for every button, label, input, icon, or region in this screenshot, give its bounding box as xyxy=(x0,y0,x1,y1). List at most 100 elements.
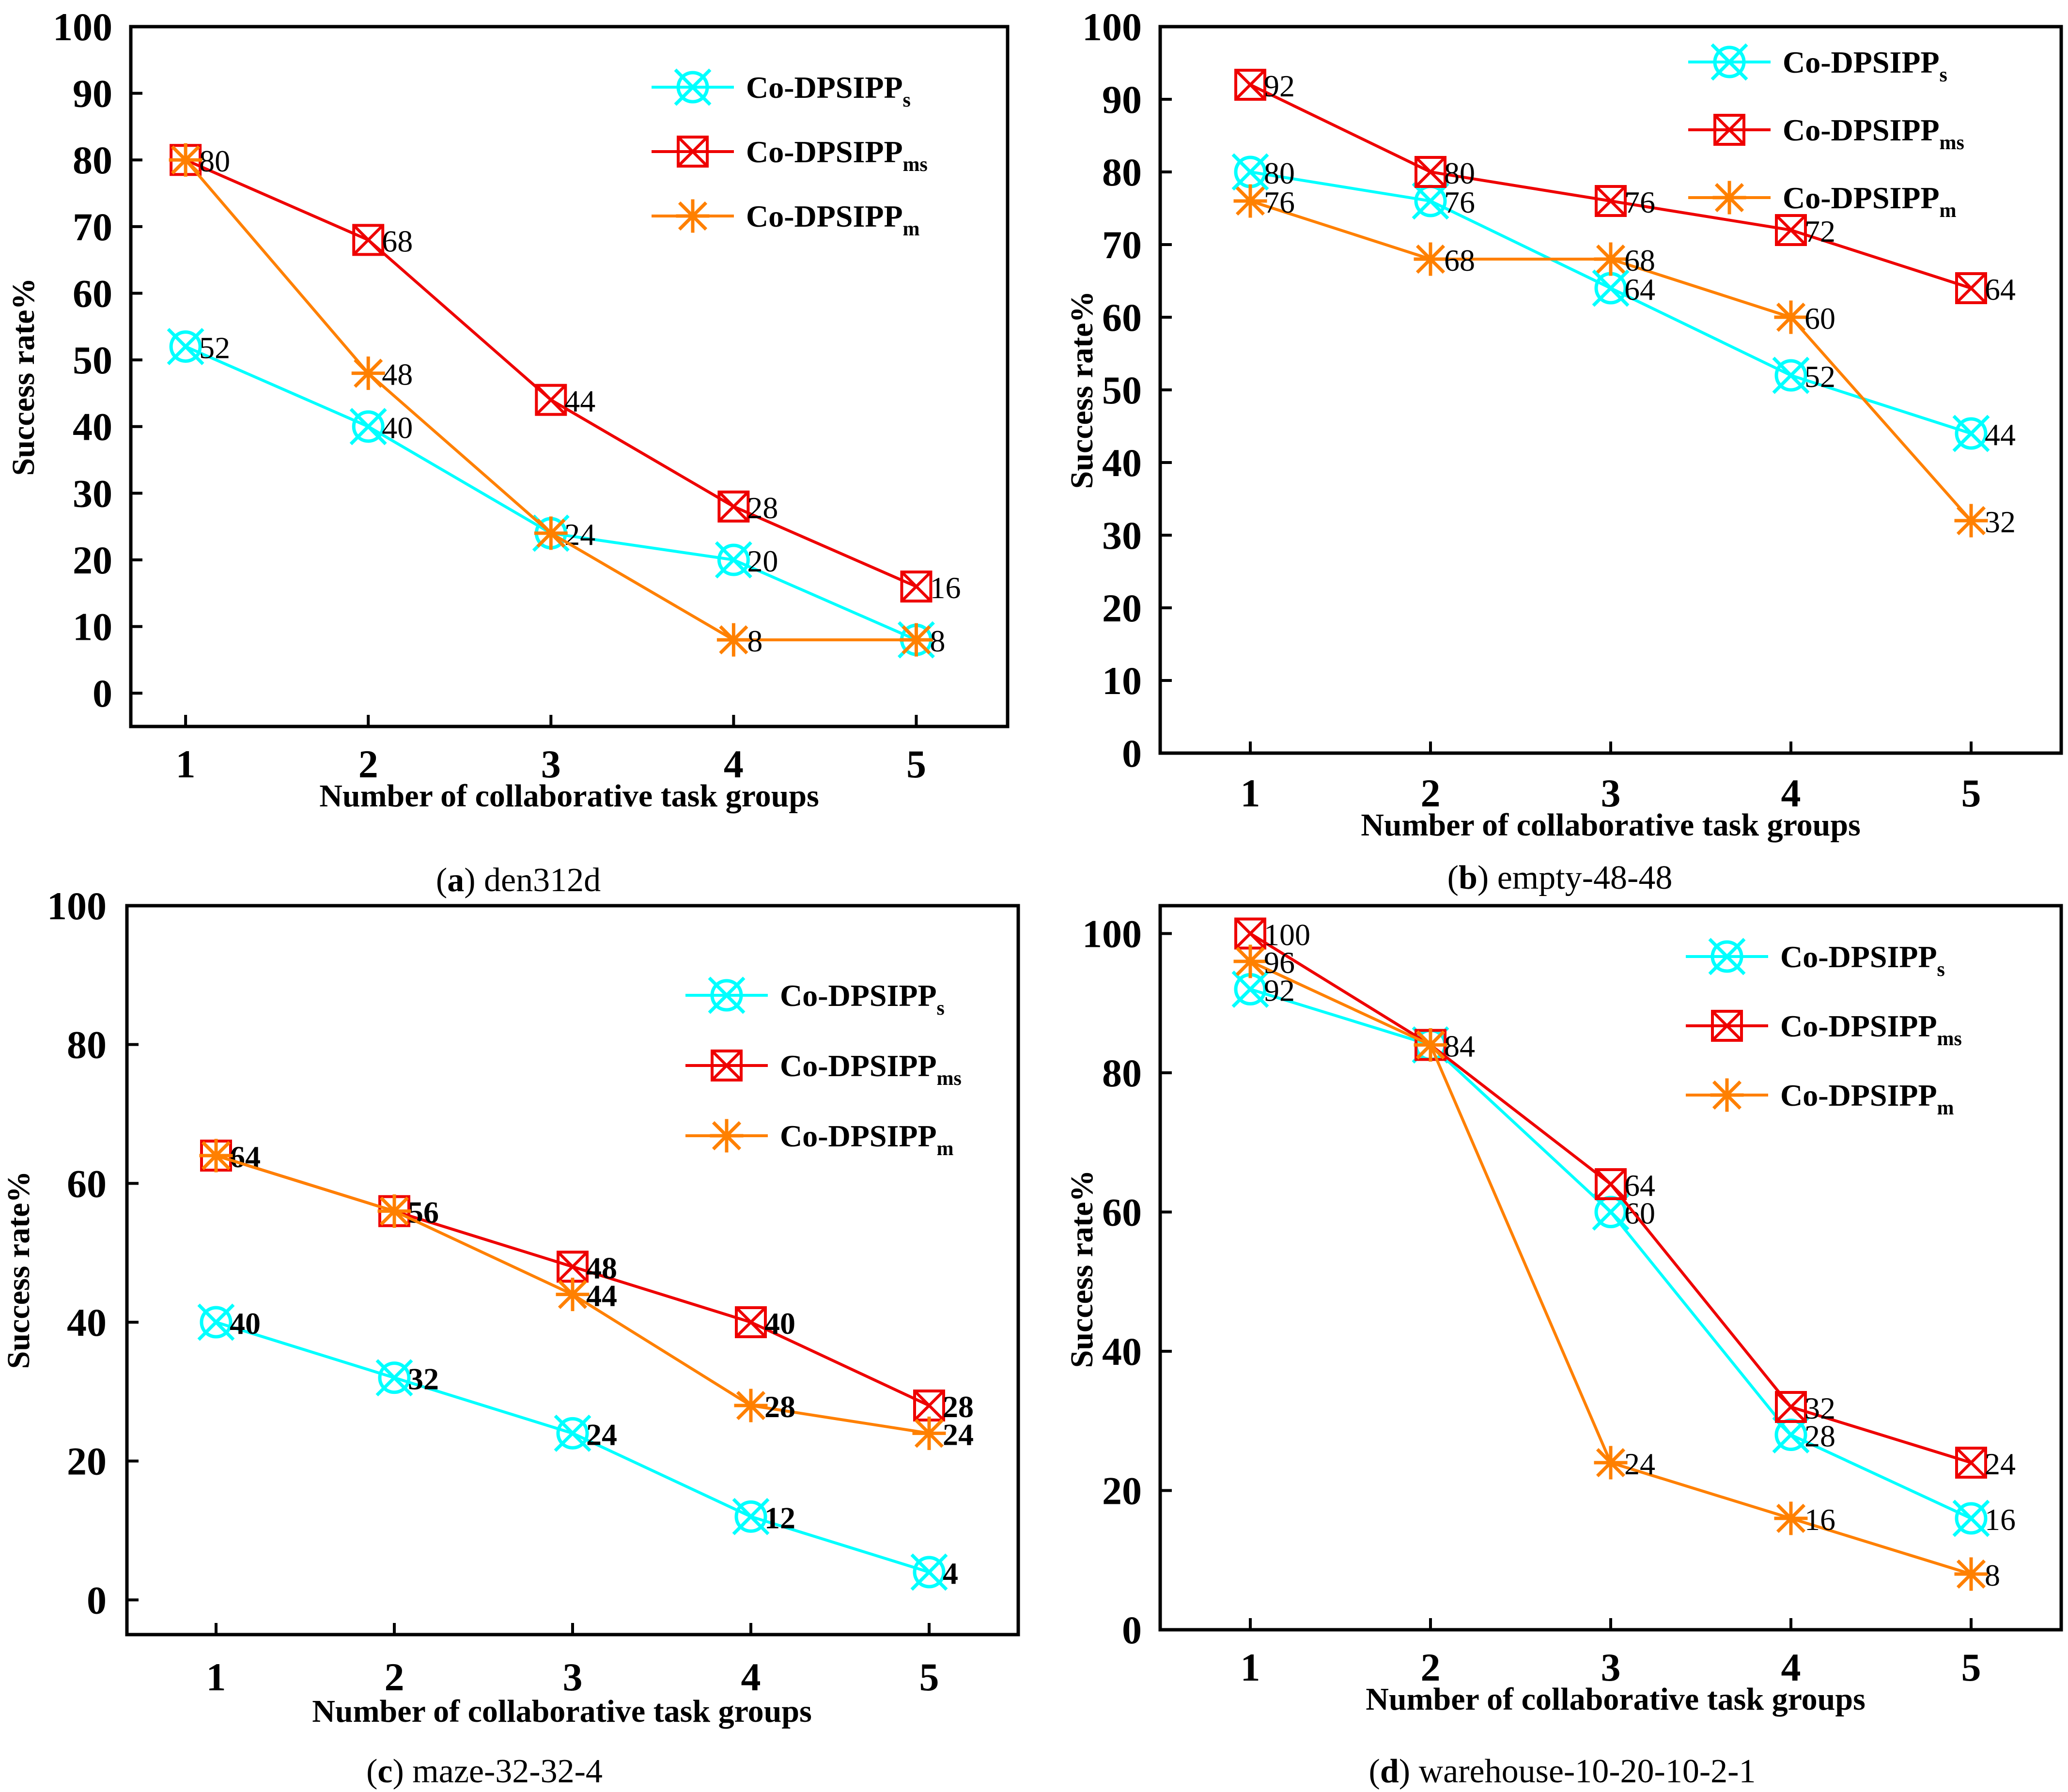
data-label-s: 24 xyxy=(564,517,595,552)
data-point-m xyxy=(1954,504,1988,538)
ytick-label: 20 xyxy=(1102,1469,1142,1513)
data-label-m: 28 xyxy=(764,1390,795,1424)
data-label-s: 44 xyxy=(1985,417,2016,452)
xtick-label: 5 xyxy=(919,1655,939,1699)
panel-a-xlabel: Number of collaborative task groups xyxy=(319,778,819,814)
data-label-m: 44 xyxy=(586,1279,617,1313)
data-point-s xyxy=(349,408,387,446)
data-label-s: 28 xyxy=(1804,1419,1835,1453)
data-label-ms: 16 xyxy=(930,571,961,605)
legend-item-m: Co-DPSIPPm xyxy=(1686,1078,1954,1119)
xtick-label: 5 xyxy=(1961,1645,1981,1689)
ytick-label: 100 xyxy=(1082,5,1142,49)
legend-marker xyxy=(1712,181,1746,215)
ytick-label: 60 xyxy=(1102,295,1142,340)
data-label-s: 20 xyxy=(747,544,778,578)
data-label-s: 76 xyxy=(1444,185,1475,219)
ytick-label: 20 xyxy=(1102,586,1142,630)
data-point-m xyxy=(377,1194,411,1228)
legend-marker xyxy=(674,68,712,106)
panel-b: 0 10 20 30 40 50 60 70 80 90 100 1 2 3 4 5 Number of co… xyxy=(1064,5,2063,896)
legend-label: Co-DPSIPPm xyxy=(1783,181,1957,222)
ytick-label: 70 xyxy=(73,205,112,249)
data-label-m: 96 xyxy=(1264,945,1295,980)
data-label-s: 80 xyxy=(1264,156,1295,190)
panel-a-caption: (a) den312d xyxy=(436,862,601,899)
legend-marker xyxy=(710,1119,744,1153)
ytick-label: 50 xyxy=(73,338,112,382)
ytick-label: 0 xyxy=(87,1578,107,1622)
data-label-ms: 100 xyxy=(1264,918,1310,952)
xtick-label: 2 xyxy=(385,1655,404,1699)
panel-a-yticks: 0 10 20 30 40 50 60 70 80 90 100 xyxy=(53,5,142,715)
panel-a-xticks: 1 2 3 4 5 xyxy=(176,715,926,786)
panel-b-yticks: 0 10 20 30 40 50 60 70 80 90 100 xyxy=(1082,5,1172,775)
data-point-ms xyxy=(900,571,933,602)
panel-d-xlabel: Number of collaborative task groups xyxy=(1366,1682,1866,1717)
legend-label: Co-DPSIPPm xyxy=(746,199,920,240)
data-label-m: 8 xyxy=(1985,1558,2000,1592)
legend-label: Co-DPSIPPm xyxy=(780,1119,954,1160)
data-point-ms xyxy=(1595,185,1627,217)
data-point-m xyxy=(534,516,568,550)
ytick-label: 30 xyxy=(73,471,112,515)
ytick-label: 20 xyxy=(73,538,112,582)
data-label-s: 24 xyxy=(586,1417,617,1452)
legend-marker xyxy=(1710,1078,1744,1112)
data-label-ms: 44 xyxy=(564,384,595,418)
data-point-m xyxy=(734,1389,768,1422)
panel-d-ylabel: Success rate% xyxy=(1064,1170,1100,1368)
ytick-label: 0 xyxy=(93,671,112,715)
series-s: 40 32 24 12 4 xyxy=(197,1303,958,1591)
panel-a-frame xyxy=(129,25,1010,728)
xtick-label: 1 xyxy=(1241,1645,1260,1689)
data-label-s: 4 xyxy=(943,1556,958,1591)
legend-label: Co-DPSIPPs xyxy=(1783,45,1947,86)
data-point-m xyxy=(716,623,750,657)
legend-label: Co-DPSIPPms xyxy=(746,135,928,176)
panel-a-ylabel: Success rate% xyxy=(6,278,41,476)
data-point-s xyxy=(1952,415,1990,452)
data-label-ms: 40 xyxy=(764,1306,795,1341)
legend-marker xyxy=(677,136,709,168)
data-label-s: 12 xyxy=(764,1500,795,1535)
xtick-label: 5 xyxy=(1961,771,1981,815)
xtick-label: 1 xyxy=(1241,771,1260,815)
data-label-s: 16 xyxy=(1985,1502,2016,1537)
data-label-ms: 92 xyxy=(1264,69,1295,103)
data-point-s xyxy=(1952,1499,1990,1537)
data-label-m: 48 xyxy=(382,357,413,392)
ytick-label: 90 xyxy=(73,72,112,116)
data-point-ms xyxy=(1775,1391,1807,1423)
data-label-m: 8 xyxy=(930,624,945,658)
data-label-ms: 28 xyxy=(943,1390,974,1424)
data-label-ms: 72 xyxy=(1804,214,1835,248)
xtick-label: 3 xyxy=(563,1655,583,1699)
ytick-label: 80 xyxy=(1102,1051,1142,1095)
data-point-m xyxy=(169,143,202,177)
data-point-m xyxy=(1594,242,1628,276)
data-label-ms: 84 xyxy=(1444,1029,1475,1064)
data-point-s xyxy=(910,1553,948,1591)
data-point-m xyxy=(1233,184,1267,218)
ytick-label: 60 xyxy=(1102,1190,1142,1235)
data-point-ms xyxy=(1415,156,1446,188)
legend-item-m: Co-DPSIPPm xyxy=(1688,181,1957,222)
ytick-label: 10 xyxy=(73,605,112,649)
data-point-m xyxy=(1233,944,1267,978)
panel-d: 0 20 40 60 80 100 1 2 3 4 5 Number of collaborativ… xyxy=(1064,904,2063,1790)
legend-marker xyxy=(1713,114,1745,146)
ytick-label: 80 xyxy=(73,138,112,182)
ytick-label: 100 xyxy=(53,5,112,49)
data-label-m: 8 xyxy=(747,624,762,658)
data-label-m: 60 xyxy=(1804,301,1835,336)
data-point-ms xyxy=(1234,69,1266,101)
data-label-ms: 68 xyxy=(382,224,413,258)
legend-item-s: Co-DPSIPPs xyxy=(1688,43,1947,86)
xtick-label: 1 xyxy=(206,1655,226,1699)
legend-item-ms: Co-DPSIPPms xyxy=(685,1049,962,1090)
xtick-label: 4 xyxy=(724,742,744,786)
ytick-label: 80 xyxy=(67,1023,107,1067)
